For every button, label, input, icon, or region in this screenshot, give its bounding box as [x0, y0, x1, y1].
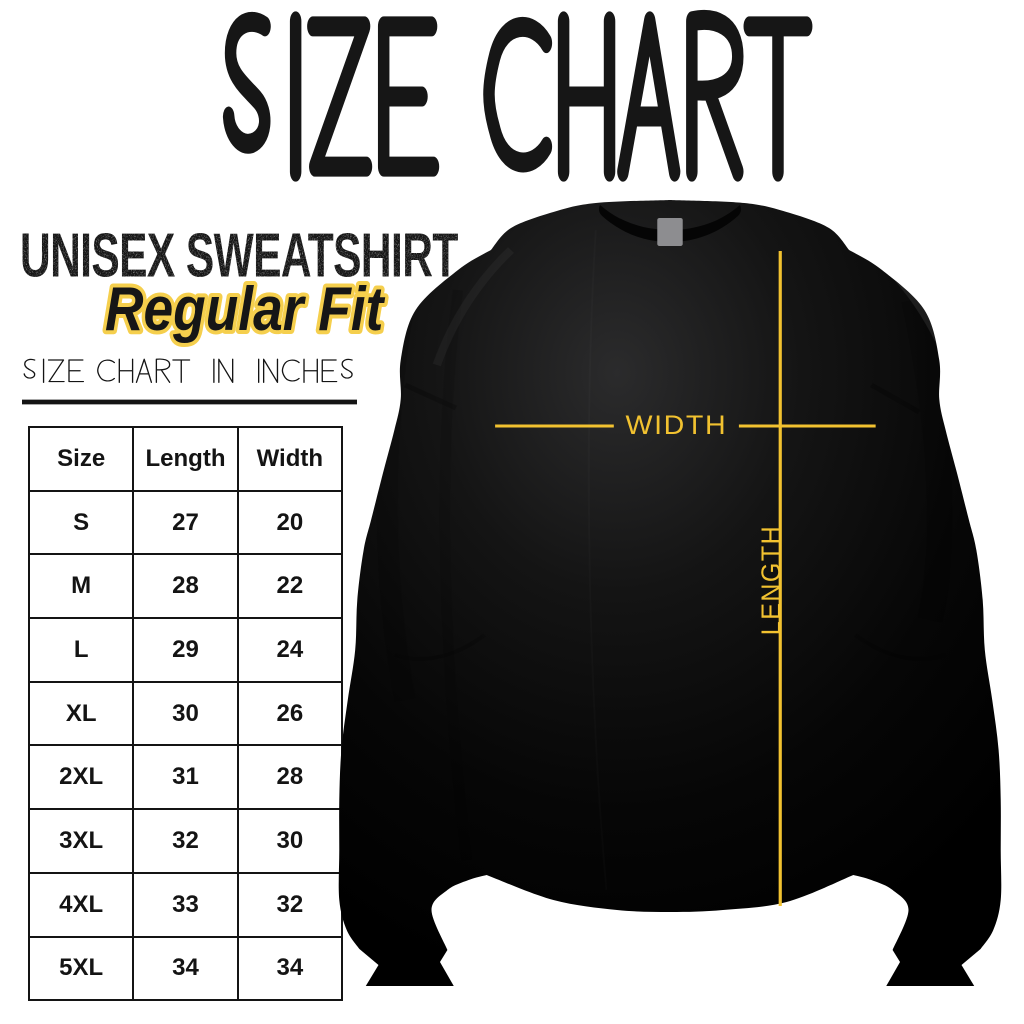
svg-text:WIDTH: WIDTH: [626, 410, 728, 440]
svg-text:LENGTH: LENGTH: [758, 525, 787, 635]
